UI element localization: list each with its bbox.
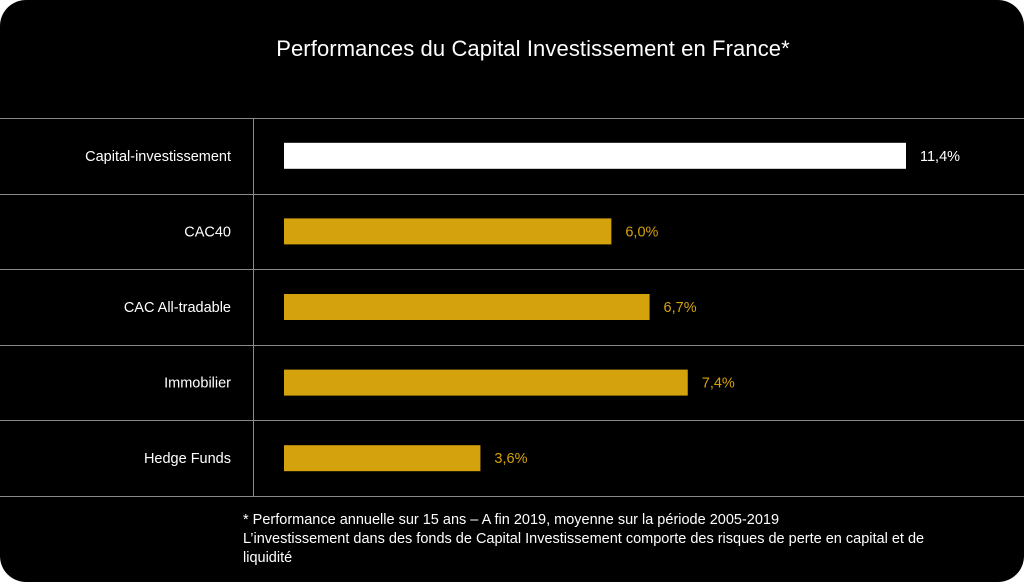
category-label: Hedge Funds	[144, 451, 231, 467]
bar	[284, 294, 650, 320]
category-label: CAC40	[184, 224, 231, 240]
value-label: 11,4%	[920, 149, 960, 165]
footnote-line-1: * Performance annuelle sur 15 ans – A fi…	[243, 512, 780, 528]
footnote-line-3: liquidité	[243, 550, 293, 566]
value-label: 3,6%	[494, 451, 527, 467]
category-label: Capital-investissement	[85, 149, 231, 165]
bar	[284, 369, 688, 396]
chart-title: Performances du Capital Investissement e…	[276, 36, 790, 61]
bar	[284, 445, 481, 472]
footnote: * Performance annuelle sur 15 ans – A fi…	[243, 511, 1003, 568]
value-label: 6,7%	[664, 300, 697, 316]
footnote-line-2: L’investissement dans des fonds de Capit…	[243, 531, 925, 547]
category-label: Immobilier	[164, 376, 231, 392]
value-label: 7,4%	[702, 376, 735, 392]
bar	[284, 218, 612, 245]
bar	[284, 142, 906, 169]
category-label: CAC All-tradable	[124, 300, 231, 316]
value-label: 6,0%	[625, 224, 658, 240]
